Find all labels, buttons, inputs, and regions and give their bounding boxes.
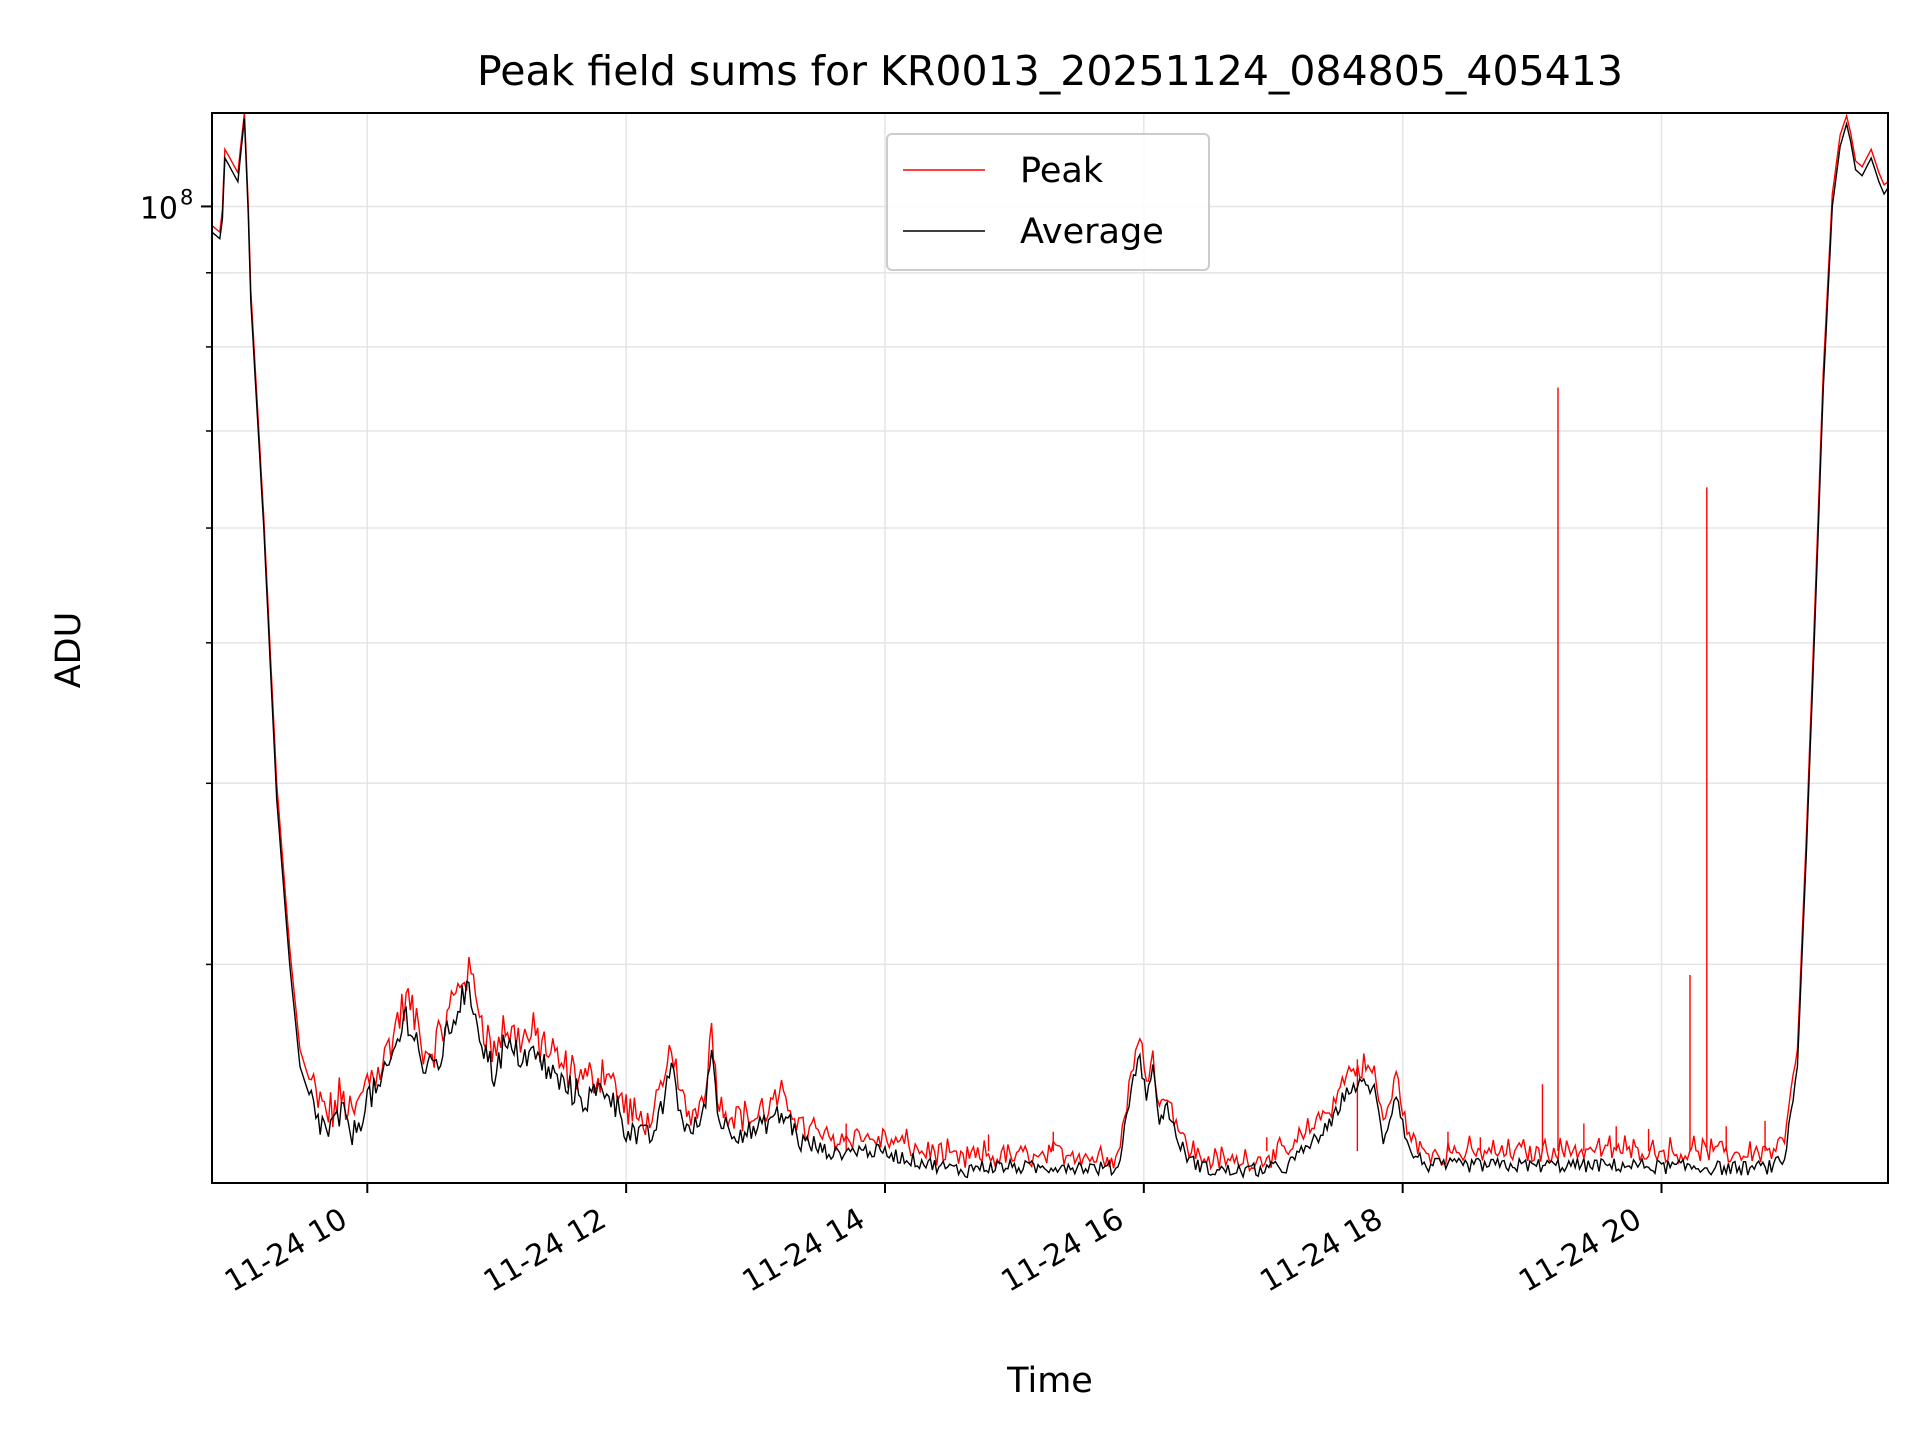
legend-peak-label: Peak bbox=[1020, 151, 1104, 191]
legend-average-label: Average bbox=[1020, 212, 1164, 252]
x-axis-label: Time bbox=[1006, 1361, 1093, 1401]
average-series-line bbox=[212, 118, 1888, 1180]
chart-title: Peak field sums for KR0013_20251124_0848… bbox=[477, 47, 1623, 95]
legend-box bbox=[886, 133, 1210, 271]
plot-frame bbox=[211, 112, 1889, 1184]
series-layer bbox=[212, 113, 1888, 1180]
y-tick-label-base: 10 bbox=[140, 191, 178, 226]
y-tick-label-exponent: 8 bbox=[180, 185, 193, 209]
legend: Peak Average bbox=[886, 133, 1210, 271]
y-axis-label: ADU bbox=[49, 612, 89, 689]
